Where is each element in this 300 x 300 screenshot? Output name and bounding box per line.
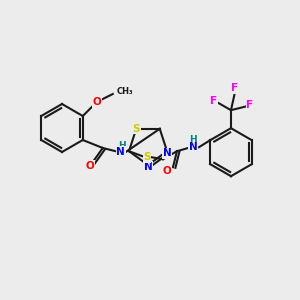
Text: N: N [189, 142, 197, 152]
Text: N: N [163, 148, 171, 158]
Text: F: F [231, 83, 239, 93]
Text: O: O [92, 97, 101, 107]
Text: O: O [163, 166, 171, 176]
Text: H: H [189, 135, 197, 144]
Text: S: S [133, 124, 140, 134]
Text: O: O [85, 161, 94, 171]
Text: S: S [143, 152, 151, 162]
Text: F: F [246, 100, 254, 110]
Text: CH₃: CH₃ [117, 88, 134, 97]
Text: N: N [116, 147, 125, 157]
Text: F: F [210, 96, 218, 106]
Text: H: H [118, 142, 126, 151]
Text: N: N [144, 162, 152, 172]
